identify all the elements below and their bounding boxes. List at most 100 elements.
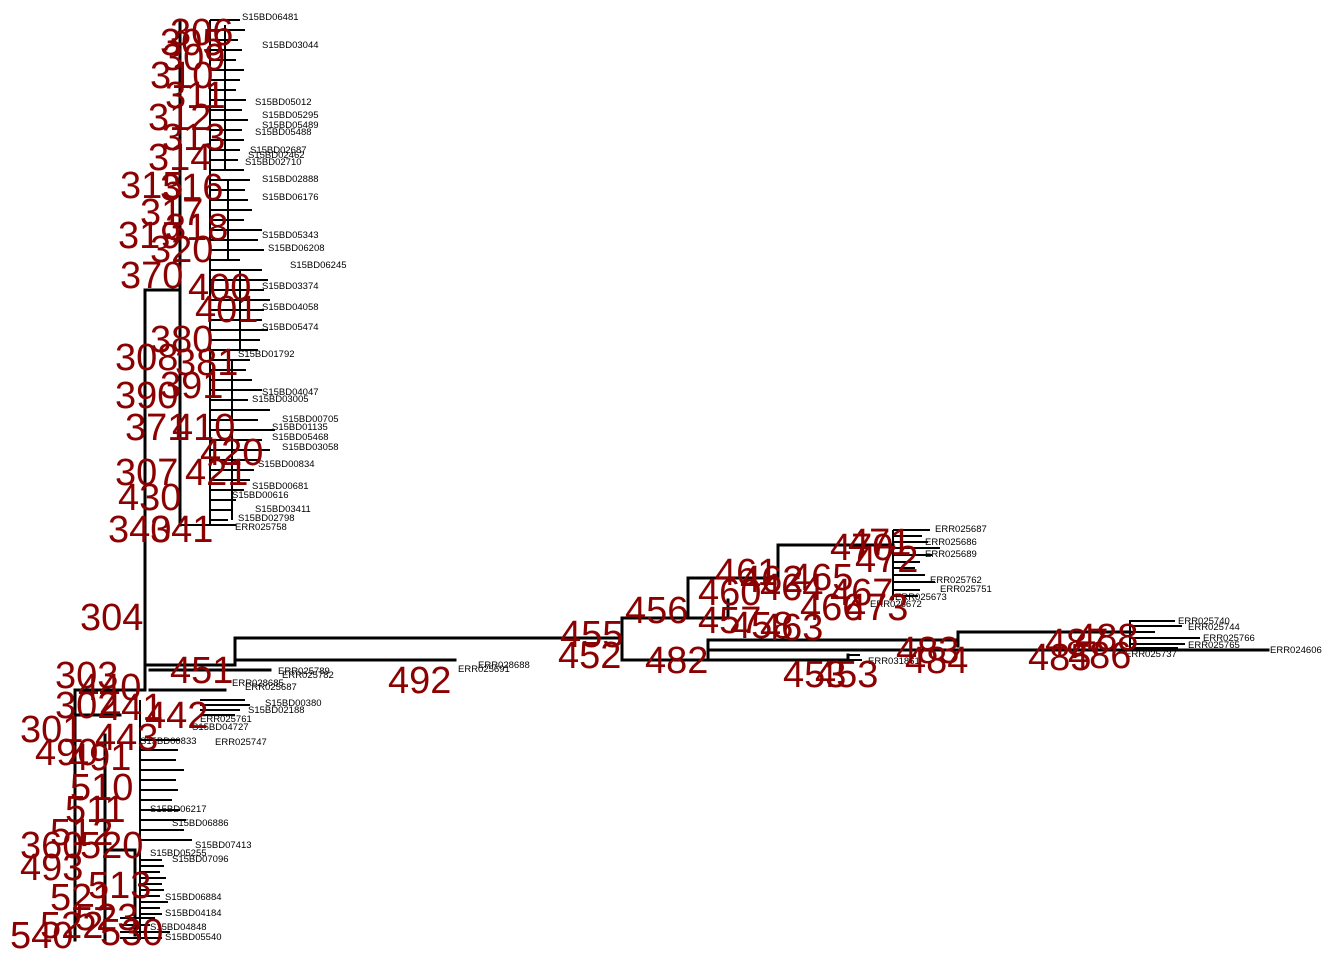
branch-lower-clade-d: [103, 848, 137, 937]
node-label: 491: [68, 737, 131, 779]
node-label: 453: [815, 654, 878, 696]
tip-label: S15BD05012: [255, 97, 312, 108]
tip-label: ERR024606: [1270, 645, 1322, 656]
node-label: 440: [78, 667, 141, 709]
tip-label: S15BD05468: [272, 432, 329, 443]
node-label: 463: [760, 607, 823, 649]
tip-label: S15BD04727: [192, 722, 249, 733]
node-label: 451: [170, 650, 233, 692]
node-label: 452: [558, 635, 621, 677]
tip-label: ERR025766: [1203, 633, 1255, 644]
node-label: 390: [115, 375, 178, 417]
tip-label: S15BD04058: [262, 302, 319, 313]
tip-label: S15BD02798: [238, 513, 295, 524]
tip-label: ERR031861: [868, 656, 920, 667]
node-label: 410: [172, 407, 235, 449]
tip-label: ERR025687: [245, 682, 297, 693]
tip-label: S15BD03058: [282, 442, 339, 453]
node-label: 482: [645, 640, 708, 682]
node-label: 513: [88, 865, 151, 907]
tip-label: S15BD05255: [150, 848, 207, 859]
branch-456d: [686, 598, 730, 620]
tip-label: ERR025687: [935, 524, 987, 535]
node-label: 443: [95, 717, 158, 759]
node-label: 400: [188, 267, 251, 309]
node-label: 492: [388, 660, 451, 702]
tip-label: ERR025691: [458, 664, 510, 675]
tip-label: S15BD05488: [255, 127, 312, 138]
tip-label: ERR025782: [282, 670, 334, 681]
tip-label: S15BD03374: [262, 281, 319, 292]
tip-label: ERR028688: [478, 660, 530, 671]
tip-label: S15BD00834: [258, 459, 315, 470]
node-label: 455: [560, 614, 623, 656]
node-label: 457: [698, 600, 761, 642]
node-label: 461: [715, 552, 778, 594]
node-label: 317: [140, 192, 203, 234]
node-label: 420: [200, 432, 263, 474]
node-label: 304: [80, 597, 143, 639]
node-label: 340: [108, 509, 171, 551]
tip-label: ERR025740: [1178, 616, 1230, 627]
tip-label: S15BD04184: [165, 908, 222, 919]
node-label: 520: [80, 825, 143, 867]
node-label: 453: [783, 654, 846, 696]
tip-label: S15BD01135: [272, 422, 328, 433]
node-label: 473: [845, 587, 908, 629]
node-label: 483: [896, 630, 959, 672]
node-label: 464: [760, 567, 823, 609]
node-label: 314: [148, 137, 211, 179]
branch-lower-clade: [73, 663, 147, 942]
tip-label: S15BD00380: [265, 698, 322, 709]
node-label: 307: [115, 452, 178, 494]
node-label: 486: [1068, 635, 1131, 677]
tip-label: S15BD06176: [262, 192, 319, 203]
tip-label: S15BD06208: [268, 243, 325, 254]
node-label: 462: [740, 559, 803, 601]
tip-label: S15BD02188: [248, 705, 305, 716]
tip-label: S15BD00705: [282, 414, 339, 425]
node-label: 511: [65, 789, 126, 831]
node-label: 466: [800, 587, 863, 629]
node-label: 380: [150, 319, 213, 361]
tip-label: S15BD02888: [262, 174, 319, 185]
node-label: 401: [195, 289, 258, 331]
tip-label: S15BD06884: [165, 892, 222, 903]
node-label: 521: [50, 877, 113, 919]
node-label: 540: [10, 915, 73, 957]
node-label: 302: [55, 685, 118, 727]
tip-label: ERR025758: [235, 522, 287, 533]
node-label: 522: [40, 905, 103, 947]
right-clade-twigs: [848, 529, 1200, 661]
tip-label: S15BD05295: [262, 110, 319, 121]
node-label: 512: [50, 812, 113, 854]
node-label: 485: [1028, 637, 1091, 679]
tip-label: S15BD00616: [232, 490, 289, 501]
tip-label: S15BD02687: [250, 145, 307, 156]
tip-label: S15BD00833: [140, 736, 197, 747]
tip-label: ERR025762: [930, 575, 982, 586]
node-label: 510: [70, 767, 133, 809]
node-label: 360: [20, 825, 83, 867]
tip-label: S15BD01792: [238, 349, 295, 360]
node-label: 311: [165, 75, 226, 117]
tip-label: S15BD00681: [252, 481, 309, 492]
tip-label: ERR025744: [1188, 622, 1240, 633]
branch-456b: [686, 543, 895, 580]
tip-label: S15BD03411: [255, 504, 311, 515]
node-label: 309: [162, 37, 225, 79]
node-label: 441: [100, 687, 163, 729]
node-label: 316: [160, 167, 223, 209]
node-labels: 304 303 492 455 452 456 482 453 453 483 …: [10, 12, 1138, 957]
node-label: 421: [185, 452, 248, 494]
node-label: 523: [75, 897, 138, 939]
upper-clade-twigs: [180, 19, 275, 526]
node-label: 319: [118, 215, 181, 257]
tip-label: S15BD04047: [262, 387, 319, 398]
tip-label: S15BD07413: [195, 840, 252, 851]
node-label: 442: [145, 695, 208, 737]
tip-labels: ERR025687 ERR025686 ERR025689 ERR025762 …: [140, 12, 1322, 943]
tip-label: S15BD05343: [262, 230, 319, 241]
tip-label: ERR025673: [895, 592, 947, 603]
